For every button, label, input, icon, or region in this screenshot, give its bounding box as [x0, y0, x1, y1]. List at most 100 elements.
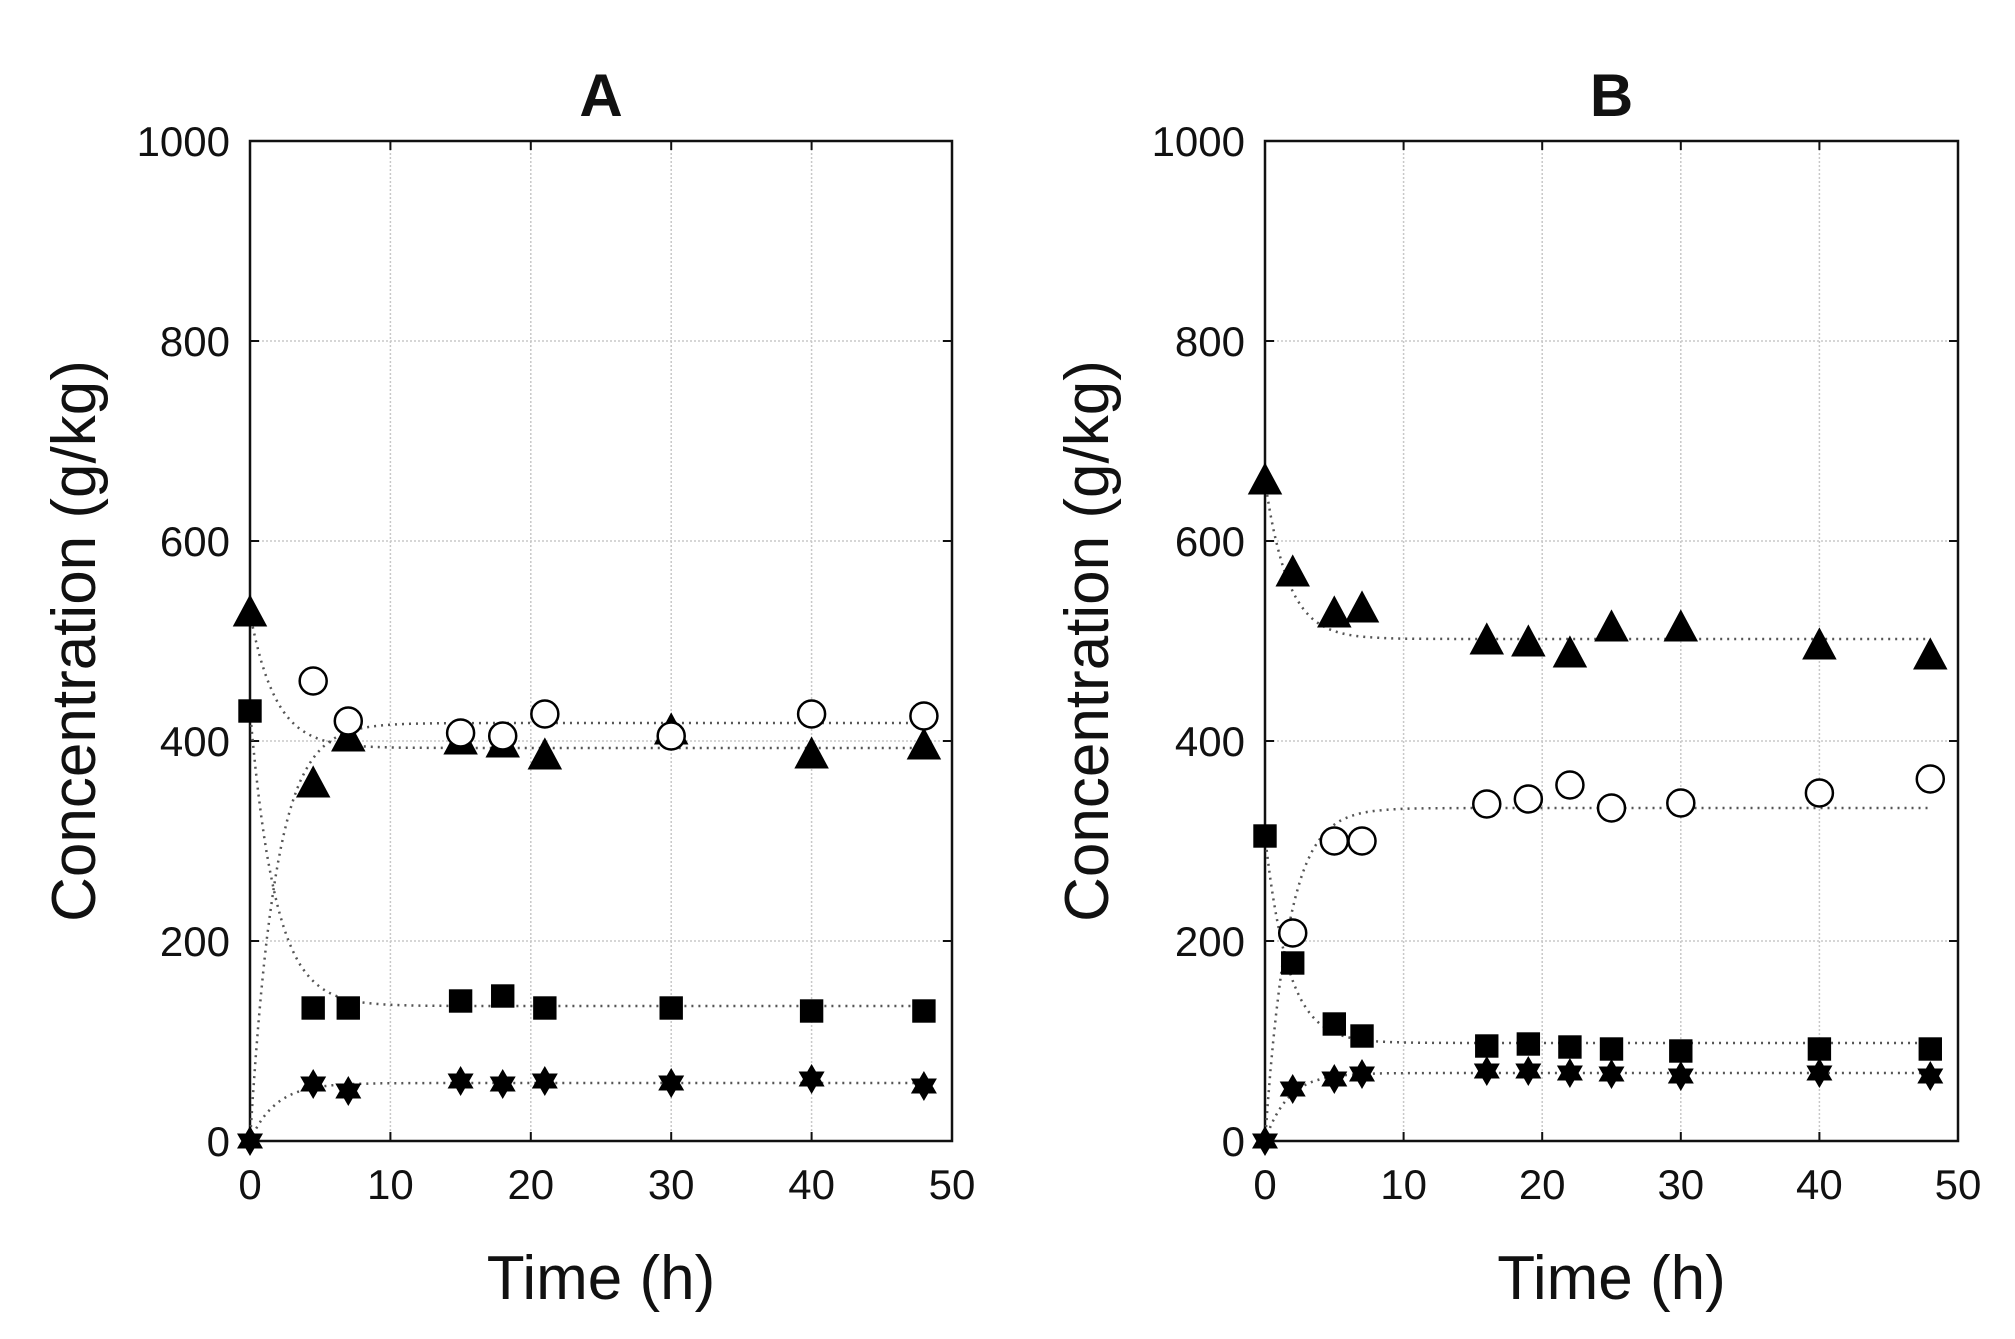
y-tick-label: 600 — [1175, 518, 1245, 565]
data-point-open-circle — [1319, 826, 1350, 856]
data-point-square — [1281, 951, 1305, 975]
y-tick-label: 600 — [160, 518, 230, 565]
data-point-square — [1918, 1037, 1942, 1061]
data-point-star — [1473, 1056, 1500, 1086]
data-point-open-circle — [1513, 784, 1544, 814]
y-axis-label: Concentration (g/kg) — [40, 360, 109, 922]
data-point-triangle — [1469, 622, 1505, 655]
data-point-star — [910, 1071, 937, 1101]
data-point-open-circle — [1804, 778, 1835, 808]
data-point-open-circle — [1347, 826, 1377, 856]
data-point-star — [237, 1126, 263, 1156]
x-tick-label: 20 — [507, 1161, 554, 1208]
data-point-triangle — [1552, 635, 1588, 668]
x-tick-label: 50 — [929, 1161, 976, 1208]
panel-title: B — [1590, 62, 1633, 129]
data-point-open-circle — [445, 718, 476, 748]
x-tick-label: 40 — [788, 1161, 835, 1208]
data-point-open-circle — [1666, 788, 1696, 818]
panel-title: A — [579, 62, 622, 129]
y-tick-label: 0 — [1222, 1118, 1245, 1165]
data-point-star — [1252, 1126, 1278, 1156]
panel-a: 0 10 20 30 40 50 0 200 400 600 800 1000 A Time (h) Con… — [40, 62, 975, 1313]
data-point-star — [1349, 1059, 1375, 1089]
fit-curve-open-circle — [248, 721, 924, 1142]
data-point-open-circle — [909, 701, 939, 731]
data-point-open-circle — [333, 706, 364, 736]
data-point-star — [1321, 1064, 1348, 1094]
x-axis-label: Time (h) — [487, 1244, 715, 1313]
data-point-star — [658, 1068, 685, 1098]
data-point-open-circle — [656, 721, 686, 751]
y-tick-label: 200 — [1175, 918, 1245, 965]
data-point-triangle — [232, 594, 268, 627]
x-tick-label: 20 — [1519, 1161, 1566, 1208]
y-tick-label: 1000 — [1152, 118, 1245, 165]
data-point-square — [491, 984, 515, 1008]
data-point-triangle — [1317, 595, 1352, 628]
data-point-triangle — [1594, 609, 1629, 642]
data-point-square — [1350, 1024, 1374, 1048]
data-point-square — [799, 999, 824, 1023]
data-point-square — [1253, 824, 1277, 848]
data-point-star — [1806, 1058, 1833, 1088]
data-point-square — [1807, 1037, 1832, 1061]
plot-frame — [1263, 139, 1960, 1143]
data-point-triangle — [1344, 590, 1380, 623]
data-point-star — [1917, 1061, 1944, 1091]
x-tick-label: 30 — [648, 1161, 695, 1208]
data-point-triangle — [1275, 554, 1310, 587]
data-point-triangle — [527, 737, 563, 770]
data-point-square — [659, 996, 683, 1020]
y-tick-label: 200 — [160, 918, 230, 965]
data-point-open-circle — [1277, 918, 1308, 948]
y-tick-label: 400 — [1175, 718, 1245, 765]
data-point-star — [1279, 1074, 1306, 1104]
y-axis-label: Concentration (g/kg) — [1053, 360, 1122, 922]
data-point-triangle — [1511, 624, 1546, 657]
data-point-triangle — [295, 765, 331, 798]
x-tick-label: 0 — [238, 1161, 261, 1208]
fit-curve-open-circle — [1263, 806, 1931, 1142]
data-point-open-circle — [796, 699, 827, 729]
x-tick-label: 0 — [1253, 1161, 1276, 1208]
fit-curve-square — [1263, 835, 1931, 1045]
x-tick-label: 50 — [1935, 1161, 1982, 1208]
data-point-triangle — [1913, 637, 1948, 670]
data-point-open-circle — [1596, 793, 1627, 823]
data-point-star — [1667, 1061, 1694, 1091]
data-point-square — [533, 996, 557, 1020]
data-point-star — [447, 1066, 474, 1096]
data-point-star — [798, 1064, 825, 1094]
x-tick-label: 30 — [1657, 1161, 1704, 1208]
data-point-square — [1558, 1035, 1582, 1059]
data-point-square — [1516, 1032, 1541, 1056]
x-axis-label: Time (h) — [1497, 1244, 1725, 1313]
data-point-star — [1556, 1058, 1583, 1088]
x-tick-label: 10 — [367, 1161, 414, 1208]
panel-b: 0 10 20 30 40 50 0 200 400 600 800 1000 B Time (h) Con… — [1053, 62, 1981, 1313]
data-point-open-circle — [487, 721, 518, 751]
data-point-open-circle — [1472, 789, 1502, 819]
plot-frame — [248, 139, 954, 1143]
y-tick-label: 800 — [1175, 318, 1245, 365]
data-point-open-circle — [298, 666, 328, 696]
data-point-triangle — [1802, 627, 1837, 660]
data-point-open-circle — [1555, 770, 1585, 800]
data-point-star — [1598, 1059, 1625, 1089]
data-point-triangle — [1247, 462, 1283, 495]
data-point-star — [1515, 1056, 1542, 1086]
data-point-square — [1475, 1034, 1499, 1058]
data-point-triangle — [906, 727, 942, 760]
x-tick-label: 10 — [1380, 1161, 1427, 1208]
data-point-square — [912, 999, 936, 1023]
data-point-square — [238, 699, 262, 723]
y-tick-label: 800 — [160, 318, 230, 365]
data-point-square — [1599, 1037, 1624, 1061]
data-point-square — [336, 996, 360, 1020]
y-tick-label: 400 — [160, 718, 230, 765]
data-point-star — [531, 1066, 558, 1096]
data-point-square — [1322, 1012, 1346, 1036]
data-point-star — [489, 1069, 516, 1099]
